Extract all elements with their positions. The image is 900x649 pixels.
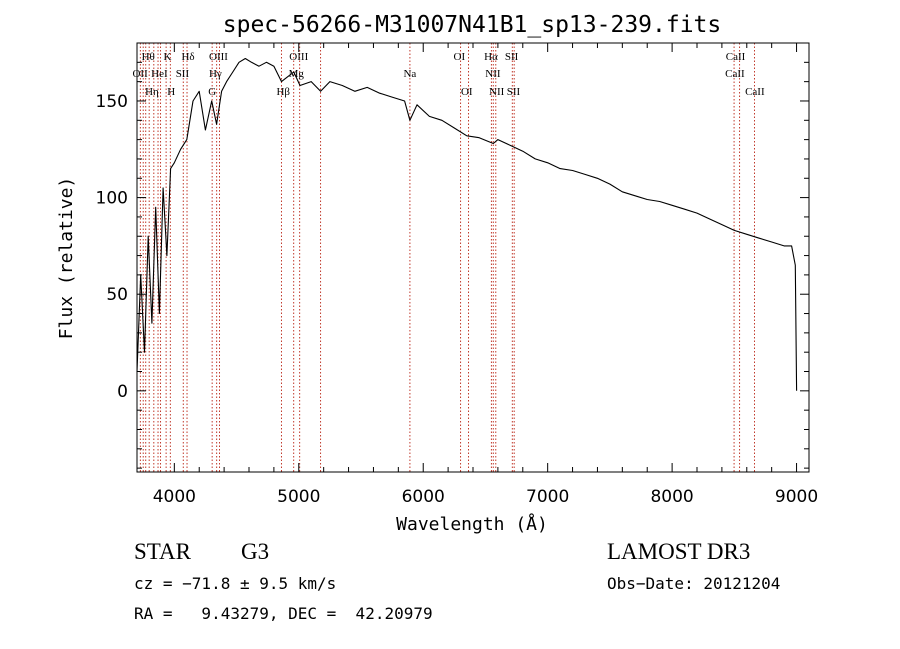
marker-label-21: SII (507, 86, 521, 98)
emission-line-labels: OIIHθHηHeIKHSIIHδGHγOIIIHβMgOIIINaOIOIHα… (132, 51, 765, 98)
series-line-spectrum (136, 57, 798, 391)
y-tick-label-0: 0 (117, 382, 128, 402)
marker-label-12: Mg (289, 68, 305, 80)
marker-label-7: Hδ (181, 51, 194, 63)
marker-label-13: OIII (289, 51, 308, 63)
marker-label-1: Hθ (142, 51, 155, 63)
y-tick-label-150: 150 (96, 92, 128, 112)
x-axis-ticks: 4000 5000 6000 7000 8000 9000 (153, 43, 818, 507)
marker-label-6: SII (176, 68, 190, 80)
x-tick-label-6000: 6000 (402, 487, 445, 507)
sky-coordinates: RA = 9.43279, DEC = 42.20979 (134, 604, 433, 623)
x-tick-label-7000: 7000 (526, 487, 569, 507)
marker-label-22: CaII (726, 51, 746, 63)
spectrum-series (136, 57, 798, 391)
x-tick-label-8000: 8000 (650, 487, 693, 507)
survey-name: LAMOST DR3 (607, 539, 751, 564)
y-axis-label: Flux (relative) (56, 177, 77, 340)
marker-label-14: Na (403, 68, 416, 80)
object-subclass: G3 (241, 539, 270, 564)
marker-label-16: OI (461, 86, 473, 98)
marker-label-10: OIII (209, 51, 228, 63)
y-tick-label-100: 100 (96, 189, 128, 209)
plot-frame (136, 42, 810, 473)
marker-label-9: Hγ (209, 68, 222, 80)
marker-label-24: CaII (745, 86, 765, 98)
y-tick-label-50: 50 (106, 285, 128, 305)
marker-label-15: OI (454, 51, 466, 63)
x-axis-label: Wavelength (Å) (396, 513, 548, 535)
marker-label-8: G (208, 86, 216, 98)
marker-label-0: OII (132, 68, 148, 80)
marker-label-11: Hβ (276, 86, 290, 98)
marker-label-5: H (167, 86, 175, 98)
marker-label-3: HeI (151, 68, 168, 80)
chart-title: spec-56266-M31007N41B1_sp13-239.fits (223, 12, 722, 38)
marker-label-18: NII (485, 68, 501, 80)
marker-label-4: K (164, 51, 172, 63)
observation-date: Obs−Date: 20121204 (607, 574, 781, 593)
emission-line-markers (139, 43, 755, 472)
marker-label-2: Hη (145, 86, 159, 98)
marker-label-17: Hα (484, 51, 498, 63)
x-tick-label-9000: 9000 (775, 487, 818, 507)
y-axis-ticks: 0 50 100 150 (96, 61, 809, 469)
redshift-value: cz = −71.8 ± 9.5 km/s (134, 574, 337, 593)
object-class: STAR (134, 539, 191, 564)
marker-label-23: CaII (725, 68, 745, 80)
x-tick-label-4000: 4000 (153, 487, 196, 507)
marker-label-20: SII (505, 51, 519, 63)
x-tick-label-5000: 5000 (277, 487, 320, 507)
marker-label-19: NII (489, 86, 505, 98)
